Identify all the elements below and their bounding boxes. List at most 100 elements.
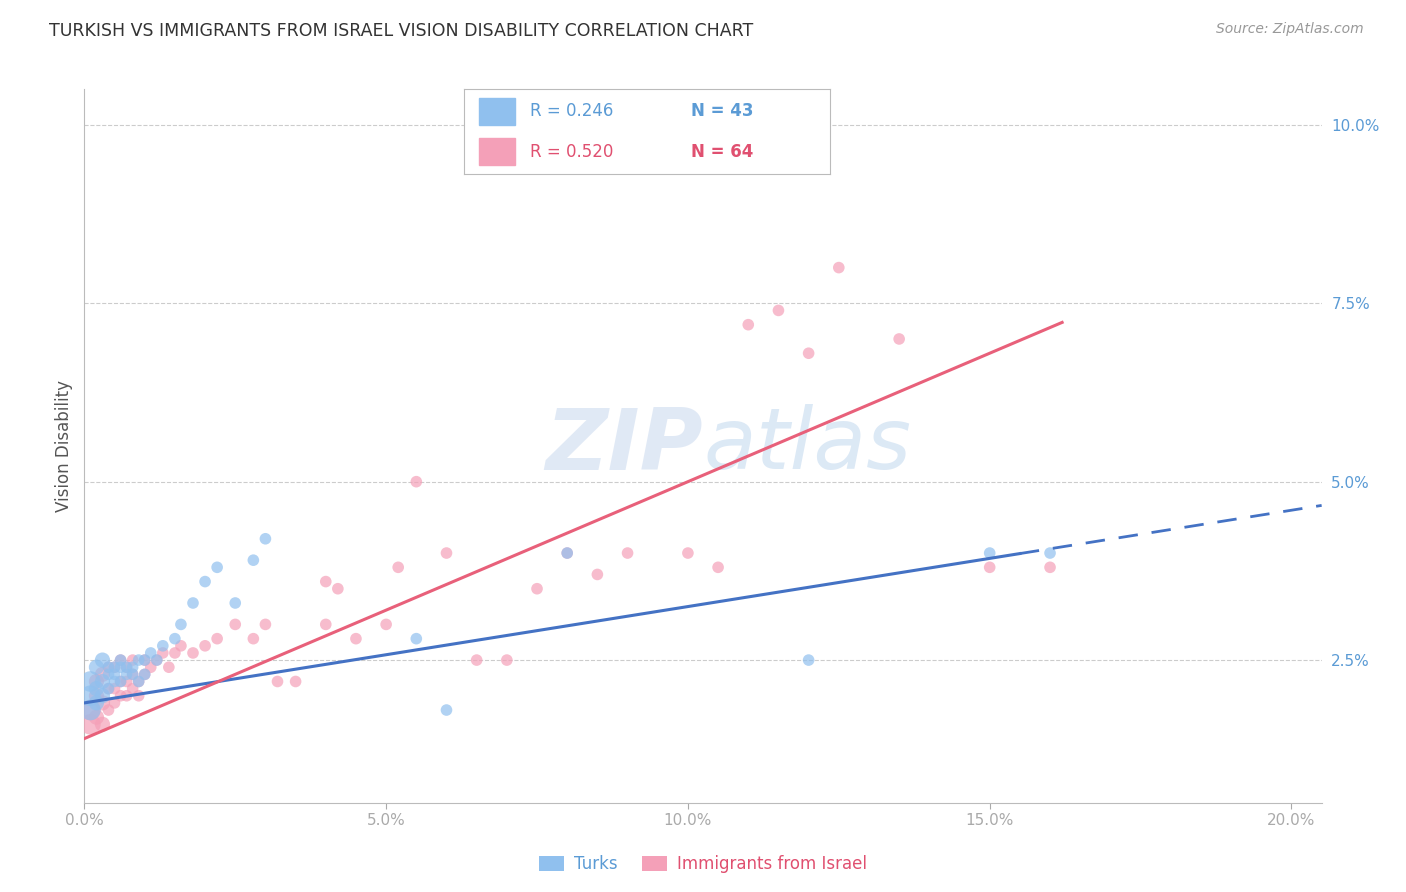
Bar <box>478 138 515 165</box>
Point <box>103 674 125 689</box>
Point <box>139 660 162 674</box>
Point <box>194 639 217 653</box>
Point <box>586 567 609 582</box>
Point <box>128 674 150 689</box>
Point <box>315 574 337 589</box>
Point <box>103 681 125 696</box>
Point <box>436 703 458 717</box>
Point <box>979 560 1001 574</box>
Point <box>79 703 101 717</box>
Point <box>86 689 108 703</box>
Point <box>405 632 427 646</box>
Point <box>737 318 759 332</box>
Point <box>889 332 911 346</box>
Point <box>121 660 143 674</box>
Point <box>79 703 101 717</box>
Point <box>526 582 548 596</box>
Point <box>110 653 132 667</box>
Point <box>181 596 204 610</box>
Point <box>134 667 156 681</box>
Text: N = 43: N = 43 <box>690 103 754 120</box>
Text: TURKISH VS IMMIGRANTS FROM ISRAEL VISION DISABILITY CORRELATION CHART: TURKISH VS IMMIGRANTS FROM ISRAEL VISION… <box>49 22 754 40</box>
Point <box>797 346 820 360</box>
Point <box>115 660 138 674</box>
Point <box>121 681 143 696</box>
Point <box>110 653 132 667</box>
Text: Source: ZipAtlas.com: Source: ZipAtlas.com <box>1216 22 1364 37</box>
Point <box>146 653 169 667</box>
Point <box>224 617 246 632</box>
Point <box>103 696 125 710</box>
Point <box>157 660 180 674</box>
Point <box>121 667 143 681</box>
Point <box>205 632 228 646</box>
Point <box>146 653 169 667</box>
Legend: Turks, Immigrants from Israel: Turks, Immigrants from Israel <box>531 849 875 880</box>
Bar <box>478 98 515 125</box>
Point <box>170 617 193 632</box>
Point <box>979 546 1001 560</box>
Point <box>242 632 264 646</box>
Point <box>128 653 150 667</box>
Point <box>115 689 138 703</box>
Point <box>110 660 132 674</box>
Point <box>315 617 337 632</box>
Point <box>707 560 730 574</box>
Point <box>86 696 108 710</box>
Point <box>97 681 120 696</box>
Point <box>344 632 367 646</box>
Point <box>205 560 228 574</box>
Point <box>163 646 186 660</box>
Text: atlas: atlas <box>703 404 911 488</box>
Point <box>97 681 120 696</box>
Point <box>465 653 488 667</box>
Point <box>115 660 138 674</box>
Point <box>97 660 120 674</box>
Point <box>121 653 143 667</box>
Point <box>828 260 851 275</box>
Point <box>79 674 101 689</box>
Point <box>79 689 101 703</box>
Point <box>676 546 699 560</box>
Point <box>266 674 288 689</box>
Point <box>163 632 186 646</box>
Text: ZIP: ZIP <box>546 404 703 488</box>
Point <box>110 674 132 689</box>
Point <box>152 646 174 660</box>
Point <box>181 646 204 660</box>
Point <box>242 553 264 567</box>
Point <box>91 674 114 689</box>
Point <box>170 639 193 653</box>
Point <box>110 689 132 703</box>
Point <box>86 681 108 696</box>
Text: N = 64: N = 64 <box>690 143 754 161</box>
Point <box>79 717 101 731</box>
Point <box>139 646 162 660</box>
Point <box>91 717 114 731</box>
Point <box>405 475 427 489</box>
Point <box>115 674 138 689</box>
Point <box>254 532 277 546</box>
Point <box>152 639 174 653</box>
Point <box>326 582 349 596</box>
Point <box>436 546 458 560</box>
Point <box>103 660 125 674</box>
Point <box>134 653 156 667</box>
Point <box>495 653 517 667</box>
Point <box>103 660 125 674</box>
Point <box>224 596 246 610</box>
Point <box>555 546 578 560</box>
Point <box>128 689 150 703</box>
Point <box>134 667 156 681</box>
Point <box>86 710 108 724</box>
Point <box>91 667 114 681</box>
Point <box>91 696 114 710</box>
Point <box>555 546 578 560</box>
Point <box>128 674 150 689</box>
Point <box>797 653 820 667</box>
Point <box>194 574 217 589</box>
Point <box>121 667 143 681</box>
Point <box>91 653 114 667</box>
Point <box>115 667 138 681</box>
Point <box>134 653 156 667</box>
